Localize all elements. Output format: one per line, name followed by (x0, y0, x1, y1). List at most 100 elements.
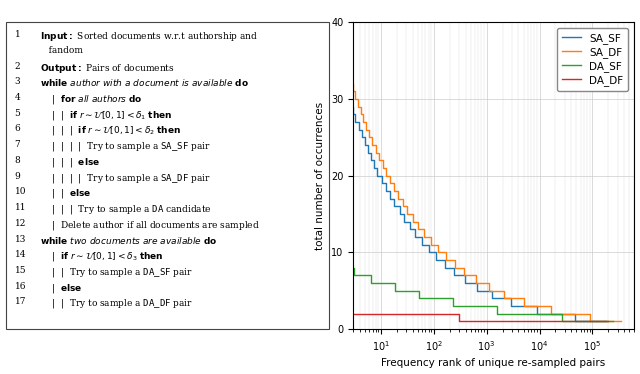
SA_DF (586, 319, 594, 324)
DA_DF (564, 319, 572, 324)
DA_DF (598, 319, 605, 324)
Text: $\mathbf{Input:}$ Sorted documents w.r.t authorship and: $\mathbf{Input:}$ Sorted documents w.r.t… (40, 30, 259, 43)
Text: $\ \ \ \ $|  $\mathbf{if}$ $r \sim \mathcal{U}[0,1] < \delta_3$ $\mathbf{then}$: $\ \ \ \ $| $\mathbf{if}$ $r \sim \mathc… (40, 250, 164, 263)
DA_DF (584, 319, 592, 324)
Text: $\ \ \ \ $|  |  $\mathbf{else}$: $\ \ \ \ $| | $\mathbf{else}$ (40, 187, 92, 200)
DA_DF (543, 319, 551, 324)
DA_DF (605, 319, 612, 324)
Text: $\ \ \ \ $|  |  |  |  Try to sample a $\mathtt{SA\_DF}$ pair: $\ \ \ \ $| | | | Try to sample a $\math… (40, 172, 211, 185)
SA_SF (572, 319, 579, 324)
SA_DF (340, 58, 348, 63)
Text: $\ \ \ \ $|  |  |  $\mathbf{if}$ $r \sim \mathcal{U}[0,1] < \delta_2$ $\mathbf{t: $\ \ \ \ $| | | $\mathbf{if}$ $r \sim \m… (40, 125, 182, 138)
DA_DF (340, 312, 348, 316)
SA_SF (449, 266, 456, 270)
DA_DF (428, 312, 436, 316)
Text: 11: 11 (15, 203, 26, 212)
Text: $\ \ \ \ $|  |  |  Try to sample a $\mathtt{DA}$ candidate: $\ \ \ \ $| | | Try to sample a $\mathtt… (40, 203, 212, 216)
SA_DF (498, 289, 506, 293)
DA_SF (514, 312, 522, 316)
Text: 1: 1 (15, 30, 20, 39)
DA_DF (489, 319, 497, 324)
DA_DF (469, 319, 477, 324)
DA_DF (476, 319, 483, 324)
Line: DA_SF: DA_SF (344, 268, 614, 322)
DA_SF (559, 319, 566, 324)
X-axis label: Frequency rank of unique re-sampled pairs: Frequency rank of unique re-sampled pair… (381, 358, 605, 368)
Y-axis label: total number of occurrences: total number of occurrences (316, 102, 326, 250)
DA_DF (394, 312, 402, 316)
DA_DF (360, 312, 368, 316)
Text: 6: 6 (15, 125, 20, 134)
Text: fandom: fandom (40, 46, 83, 55)
Text: $\ \ \ \ $|  $\mathbf{for}$ $\mathit{all\ authors}$ $\mathbf{do}$: $\ \ \ \ $| $\mathbf{for}$ $\mathit{all\… (40, 93, 143, 106)
SA_DF (569, 312, 577, 316)
Text: $\ \ \ \ $|  |  |  |  Try to sample a $\mathtt{SA\_SF}$ pair: $\ \ \ \ $| | | | Try to sample a $\math… (40, 140, 211, 153)
Text: $\ \ \ \ $|  |  Try to sample a $\mathtt{DA\_DF}$ pair: $\ \ \ \ $| | Try to sample a $\mathtt{D… (40, 297, 193, 310)
Legend: SA_SF, SA_DF, DA_SF, DA_DF: SA_SF, SA_DF, DA_SF, DA_DF (557, 28, 628, 91)
SA_DF (473, 281, 481, 285)
SA_SF (521, 304, 529, 308)
DA_DF (509, 319, 517, 324)
DA_DF (557, 319, 564, 324)
Text: 15: 15 (15, 266, 26, 275)
DA_DF (455, 319, 463, 324)
Line: SA_DF: SA_DF (344, 61, 621, 322)
DA_DF (571, 319, 579, 324)
SA_DF (571, 312, 579, 316)
SA_SF (340, 82, 348, 86)
FancyBboxPatch shape (6, 22, 329, 329)
Text: 17: 17 (15, 297, 26, 306)
DA_DF (537, 319, 545, 324)
Line: DA_DF: DA_DF (344, 314, 609, 322)
Text: $\mathbf{while}$ $\mathit{two\ documents\ are\ available}$ $\mathbf{do}$: $\mathbf{while}$ $\mathit{two\ documents… (40, 234, 218, 246)
DA_SF (610, 319, 618, 324)
DA_DF (367, 312, 375, 316)
DA_SF (582, 319, 590, 324)
DA_DF (415, 312, 422, 316)
Text: $\ \ \ \ $|  |  |  $\mathbf{else}$: $\ \ \ \ $| | | $\mathbf{else}$ (40, 156, 100, 169)
Text: 10: 10 (15, 187, 26, 196)
DA_DF (401, 312, 409, 316)
Text: $\ \ \ \ $|  Delete author if all documents are sampled: $\ \ \ \ $| Delete author if all documen… (40, 219, 260, 232)
Text: $\ \ \ \ $|  |  $\mathbf{if}$ $r \sim \mathcal{U}[0,1] < \delta_1$ $\mathbf{then: $\ \ \ \ $| | $\mathbf{if}$ $r \sim \mat… (40, 109, 173, 122)
DA_SF (504, 312, 511, 316)
Text: 13: 13 (15, 234, 26, 243)
SA_SF (593, 319, 600, 324)
DA_SF (524, 312, 532, 316)
DA_SF (460, 304, 467, 308)
Text: 7: 7 (15, 140, 20, 149)
DA_DF (591, 319, 598, 324)
DA_DF (347, 312, 355, 316)
DA_DF (353, 312, 361, 316)
DA_SF (500, 312, 508, 316)
SA_DF (383, 174, 390, 178)
Line: SA_SF: SA_SF (344, 84, 606, 322)
DA_DF (523, 319, 531, 324)
DA_DF (550, 319, 558, 324)
DA_DF (577, 319, 585, 324)
SA_SF (492, 296, 499, 301)
DA_DF (530, 319, 538, 324)
DA_DF (442, 312, 449, 316)
Text: $\mathbf{while}$ $\mathit{author\ with\ a\ document\ is\ available}$ $\mathbf{do: $\mathbf{while}$ $\mathit{author\ with\ … (40, 77, 250, 88)
DA_DF (449, 312, 456, 316)
DA_DF (435, 312, 443, 316)
Text: 5: 5 (15, 109, 20, 118)
Text: 4: 4 (15, 93, 20, 102)
DA_SF (340, 266, 348, 270)
Text: 2: 2 (15, 62, 20, 71)
DA_DF (503, 319, 511, 324)
DA_DF (381, 312, 388, 316)
Text: $\mathbf{Output:}$ Pairs of documents: $\mathbf{Output:}$ Pairs of documents (40, 62, 175, 74)
DA_DF (496, 319, 504, 324)
SA_DF (511, 296, 518, 301)
Text: 8: 8 (15, 156, 20, 165)
SA_SF (445, 266, 453, 270)
SA_SF (602, 319, 610, 324)
Text: 16: 16 (15, 282, 26, 291)
DA_DF (483, 319, 490, 324)
SA_SF (383, 189, 391, 193)
Text: $\ \ \ \ $|  $\mathbf{else}$: $\ \ \ \ $| $\mathbf{else}$ (40, 282, 83, 295)
DA_DF (516, 319, 524, 324)
Text: 3: 3 (15, 77, 20, 86)
